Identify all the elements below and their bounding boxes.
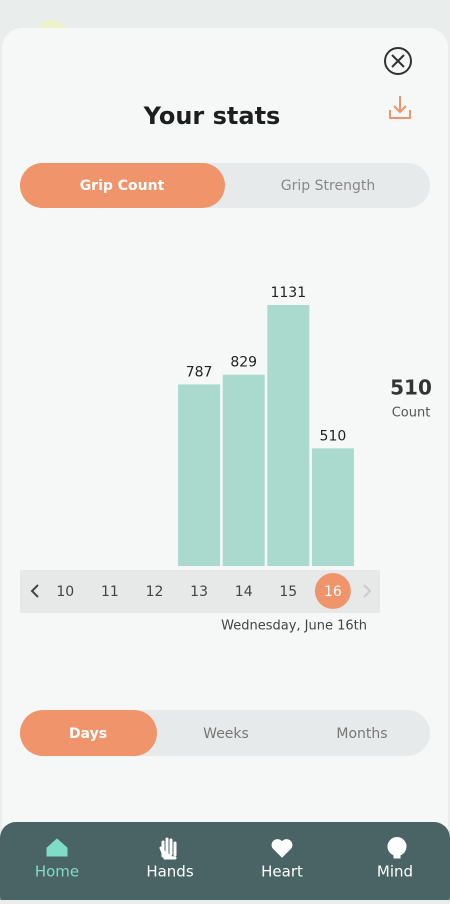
nav-icon[interactable] xyxy=(46,838,68,857)
range-tab[interactable]: Days xyxy=(69,726,107,742)
day-label[interactable]: 15 xyxy=(279,584,297,600)
prev-arrow[interactable] xyxy=(30,584,39,598)
selected-value: 510 xyxy=(390,376,432,400)
range-tab[interactable]: Months xyxy=(336,726,387,742)
metric-tab[interactable]: Grip Count xyxy=(80,178,165,194)
day-label[interactable]: 10 xyxy=(56,584,74,600)
data-label: 787 xyxy=(186,364,213,380)
bottom-nav xyxy=(0,822,450,904)
data-label: 1131 xyxy=(270,285,306,301)
nav-label[interactable]: Mind xyxy=(377,863,413,881)
day-label[interactable]: 13 xyxy=(190,584,208,600)
bar[interactable] xyxy=(267,305,310,566)
download-button[interactable] xyxy=(389,96,411,119)
next-arrow[interactable] xyxy=(363,584,372,598)
day-label[interactable]: 11 xyxy=(101,584,119,600)
bar[interactable] xyxy=(311,448,354,566)
selected-day xyxy=(314,573,351,609)
nav-icon[interactable] xyxy=(159,837,177,860)
day-label[interactable]: 12 xyxy=(146,584,164,600)
metric-tab[interactable]: Grip Strength xyxy=(281,178,375,194)
bar[interactable] xyxy=(222,374,265,566)
nav-label[interactable]: Home xyxy=(35,863,79,881)
nav-label[interactable]: Hands xyxy=(146,863,193,881)
nav-label[interactable]: Heart xyxy=(261,863,303,881)
selected-date: Wednesday, June 16th xyxy=(221,619,367,634)
metric-tab-active[interactable] xyxy=(20,163,225,208)
page-title: Your stats xyxy=(143,102,281,130)
day-label[interactable]: 14 xyxy=(235,584,253,600)
bar[interactable] xyxy=(178,384,221,566)
bar-chart: 10 11 12 787 13 829 14 1131 15 510 16 xyxy=(20,285,380,613)
day-label[interactable]: 16 xyxy=(324,584,342,600)
selected-unit: Count xyxy=(392,406,431,421)
range-tab-active[interactable] xyxy=(20,710,157,756)
close-button[interactable] xyxy=(384,47,412,75)
nav-icon[interactable] xyxy=(271,839,293,858)
data-label: 510 xyxy=(320,428,347,444)
nav-icon[interactable] xyxy=(387,837,407,859)
range-tab[interactable]: Weeks xyxy=(203,726,249,742)
data-label: 829 xyxy=(230,355,257,371)
